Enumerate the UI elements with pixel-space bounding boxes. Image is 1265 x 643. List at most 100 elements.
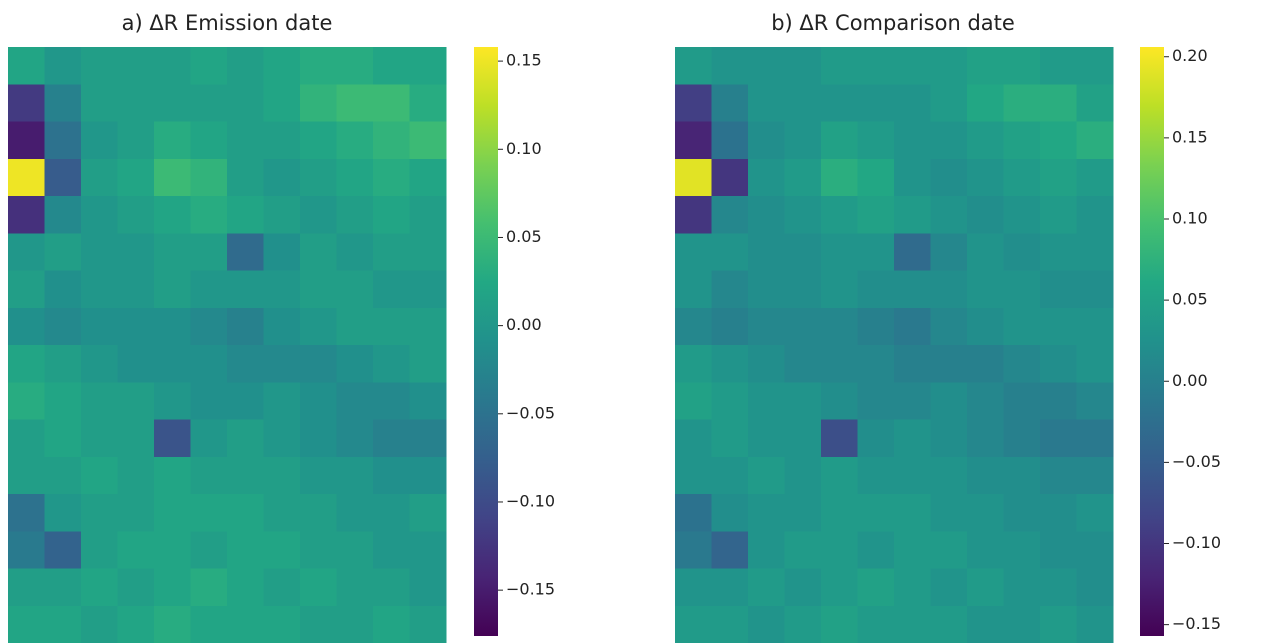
- heatmap-cell: [1040, 121, 1077, 160]
- colorbar-tick-label: 0.15: [506, 51, 542, 70]
- heatmap-cell: [44, 456, 82, 495]
- heatmap-cell: [675, 84, 712, 122]
- heatmap-cell: [1076, 196, 1114, 234]
- heatmap-cell: [263, 605, 301, 643]
- heatmap-cell: [675, 345, 712, 383]
- heatmap-cell: [373, 47, 410, 85]
- heatmap-cell: [117, 84, 155, 122]
- heatmap-cell: [409, 196, 447, 234]
- heatmap-cell: [373, 270, 410, 309]
- heatmap-cell: [711, 494, 749, 532]
- heatmap-cell: [336, 47, 374, 85]
- heatmap-cell: [894, 345, 931, 383]
- heatmap-cell: [263, 233, 301, 271]
- heatmap-cell: [711, 196, 749, 234]
- heatmap-cell: [930, 345, 968, 383]
- heatmap-cell: [154, 568, 191, 607]
- heatmap-cell: [8, 47, 45, 85]
- heatmap-cell: [409, 307, 447, 346]
- heatmap-cell: [263, 494, 301, 532]
- heatmap-cell: [894, 270, 931, 309]
- heatmap-cell: [8, 568, 45, 607]
- heatmap-cell: [81, 568, 118, 607]
- heatmap-cell: [81, 494, 118, 532]
- heatmap-cell: [227, 270, 264, 309]
- heatmap-cell: [930, 84, 968, 122]
- heatmap-cell: [44, 419, 82, 458]
- heatmap-cell: [300, 270, 337, 309]
- heatmap-cell: [8, 494, 45, 532]
- heatmap-cell: [44, 47, 82, 85]
- heatmap-cell: [784, 233, 822, 271]
- heatmap-cell: [894, 382, 931, 420]
- heatmap-cell: [894, 307, 931, 346]
- heatmap-cell: [227, 605, 264, 643]
- heatmap-cell: [336, 531, 374, 569]
- heatmap-cell: [300, 494, 337, 532]
- heatmap-cell: [190, 158, 228, 197]
- heatmap-cell: [44, 605, 82, 643]
- colorbar-tick-label: −0.05: [506, 403, 555, 422]
- heatmap-cell: [821, 456, 858, 495]
- heatmap-cell: [81, 158, 118, 197]
- heatmap-cell: [784, 568, 822, 607]
- heatmap-cell: [409, 531, 447, 569]
- heatmap-cell: [263, 196, 301, 234]
- heatmap-cell: [675, 233, 712, 271]
- heatmap-cell: [409, 47, 447, 85]
- heatmap-cell: [227, 494, 264, 532]
- heatmap-cell: [1003, 605, 1041, 643]
- colorbar: [474, 47, 498, 636]
- heatmap-cell: [336, 605, 374, 643]
- heatmap-cell: [857, 233, 895, 271]
- heatmap-cell: [857, 494, 895, 532]
- heatmap-cell: [894, 494, 931, 532]
- heatmap-cell: [373, 531, 410, 569]
- heatmap-cell: [190, 270, 228, 309]
- heatmap-cell: [930, 494, 968, 532]
- heatmap-cell: [263, 307, 301, 346]
- heatmap-cell: [8, 345, 45, 383]
- heatmap-cell: [190, 494, 228, 532]
- heatmap-cell: [930, 419, 968, 458]
- heatmap-cell: [857, 345, 895, 383]
- heatmap-cell: [711, 47, 749, 85]
- heatmap-cell: [227, 345, 264, 383]
- heatmap-cell: [1003, 47, 1041, 85]
- heatmap-cell: [190, 47, 228, 85]
- heatmap-cell: [711, 531, 749, 569]
- heatmap-cell: [336, 568, 374, 607]
- heatmap-cell: [373, 456, 410, 495]
- heatmap-cell: [300, 531, 337, 569]
- heatmap-cell: [300, 233, 337, 271]
- heatmap-cell: [967, 158, 1004, 197]
- chart-title: b) ΔR Comparison date: [771, 11, 1015, 35]
- heatmap-cell: [336, 158, 374, 197]
- heatmap-cell: [821, 47, 858, 85]
- heatmap-cell: [154, 158, 191, 197]
- heatmap-cell: [675, 382, 712, 420]
- heatmap-cell: [930, 568, 968, 607]
- heatmap-cell: [263, 419, 301, 458]
- heatmap-cell: [8, 121, 45, 160]
- colorbar-tick-label: −0.15: [506, 580, 555, 599]
- heatmap-cell: [857, 196, 895, 234]
- heatmap-cell: [821, 494, 858, 532]
- heatmap-cell: [227, 307, 264, 346]
- heatmap-cell: [821, 307, 858, 346]
- heatmap-cell: [1003, 233, 1041, 271]
- heatmap-cell: [967, 307, 1004, 346]
- heatmap-cell: [748, 84, 785, 122]
- heatmap-cell: [263, 84, 301, 122]
- heatmap-cell: [930, 270, 968, 309]
- heatmap-cell: [336, 233, 374, 271]
- heatmap-cell: [1076, 121, 1114, 160]
- heatmap-cell: [1076, 270, 1114, 309]
- heatmap-cell: [748, 568, 785, 607]
- heatmap-cell: [1003, 419, 1041, 458]
- heatmap-cell: [1040, 196, 1077, 234]
- heatmap-cell: [44, 121, 82, 160]
- heatmap-cell: [1040, 47, 1077, 85]
- heatmap-cell: [675, 307, 712, 346]
- heatmap-cell: [154, 382, 191, 420]
